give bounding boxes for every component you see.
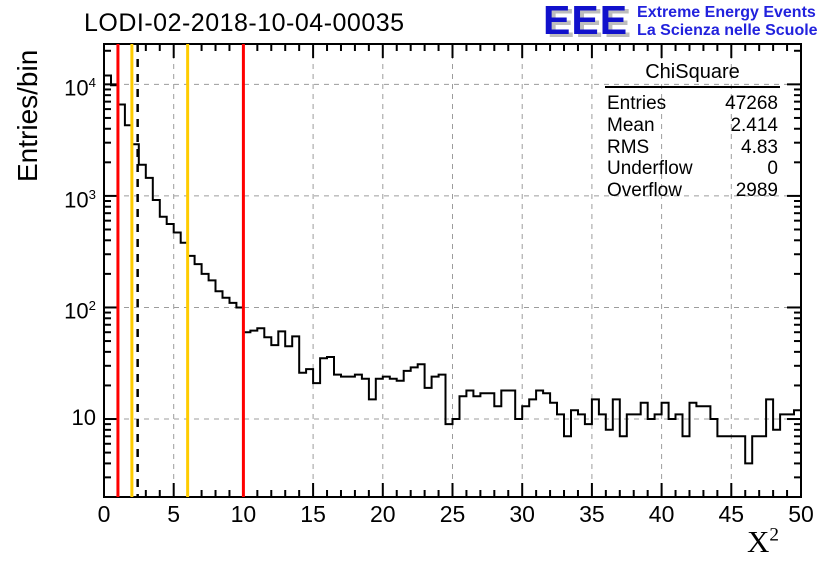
x-tick-label: 50 — [788, 501, 814, 527]
x-tick-label: 40 — [648, 501, 675, 527]
stats-row: Underflow 0 — [605, 158, 780, 180]
x-tick-label: 0 — [97, 501, 111, 527]
stats-row-value: 47268 — [725, 93, 778, 114]
eee-logo: EEE Extreme Energy Events La Scienza nel… — [543, 0, 818, 43]
stats-row: RMS 4.83 — [605, 137, 780, 159]
y-tick-label: 103 — [64, 186, 96, 213]
stats-row: Overflow 2989 — [605, 180, 780, 202]
eee-logo-text: Extreme Energy Events La Scienza nelle S… — [637, 1, 818, 40]
y-tick-label: 104 — [64, 75, 96, 101]
x-tick-label: 35 — [579, 501, 605, 527]
stats-row: Mean 2.414 — [605, 115, 780, 137]
plot-title: LODI-02-2018-10-04-00035 — [84, 9, 405, 37]
stats-box-title: ChiSquare — [605, 60, 780, 88]
eee-logo-line2: La Scienza nelle Scuole — [637, 22, 818, 39]
x-tick-label: 20 — [370, 501, 396, 527]
stats-row-label: Underflow — [607, 158, 693, 180]
stats-row-label: Mean — [607, 114, 655, 136]
eee-logo-acronym: EEE — [543, 0, 629, 43]
histogram-path — [103, 74, 801, 497]
stats-row-label: Overflow — [607, 180, 682, 202]
stats-row-value: 2989 — [735, 180, 778, 202]
eee-logo-line1: Extreme Energy Events — [637, 4, 816, 21]
x-tick-label: 10 — [230, 501, 257, 527]
x-tick-label: 25 — [439, 501, 466, 527]
stats-row-value: 4.83 — [741, 136, 778, 158]
x-axis-title: X2 — [747, 524, 779, 560]
x-tick-label: 5 — [167, 501, 181, 527]
y-tick-label: 102 — [64, 298, 96, 324]
stats-row-label: Entries — [607, 93, 667, 114]
stats-box: ChiSquare Entries 47268 Mean 2.414 RMS 4.83 Un… — [605, 60, 780, 202]
x-axis-title-exponent: 2 — [769, 524, 779, 546]
x-tick-label: 15 — [300, 501, 326, 527]
stats-row-label: RMS — [607, 136, 650, 158]
x-tick-label: 30 — [509, 501, 535, 527]
x-axis-title-base: X — [747, 524, 770, 559]
x-tick-label: 45 — [718, 501, 745, 527]
stats-row-value: 2.414 — [730, 114, 778, 136]
y-tick-label: 10 — [71, 405, 96, 431]
stats-row: Entries 47268 — [605, 93, 780, 115]
stats-box-rows: Entries 47268 Mean 2.414 RMS 4.83 Underflow 0 Ov… — [605, 88, 780, 202]
stats-row-value: 0 — [767, 158, 778, 180]
